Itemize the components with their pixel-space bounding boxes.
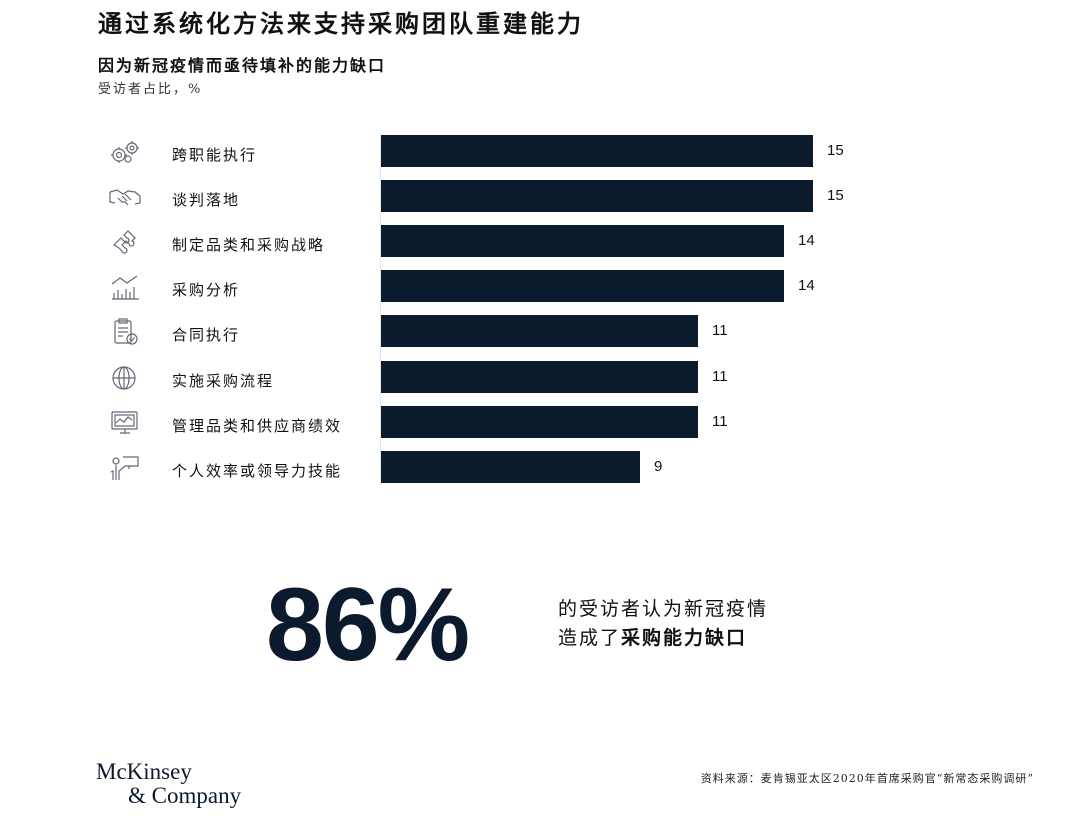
bar [381,225,784,258]
chart-subtitle: 因为新冠疫情而亟待填补的能力缺口 [98,56,387,75]
bar [381,270,784,303]
value-label: 14 [798,277,815,295]
logo-line1: McKinsey [96,759,192,784]
category-label: 管理品类和供应商绩效 [172,416,343,435]
value-label: 15 [827,142,844,159]
category-label: 采购分析 [172,281,241,300]
highlight-text-prefix: 造成了 [558,627,622,649]
value-label: 14 [798,232,815,250]
value-label: 11 [712,322,728,340]
value-label: 11 [712,367,728,385]
category-label: 个人效率或领导力技能 [172,461,343,480]
bar [381,360,698,393]
highlight-text-line2: 造成了采购能力缺口 [558,623,747,650]
globe-icon [108,363,142,393]
puzzle-icon [108,227,142,257]
category-label: 制定品类和采购战略 [172,236,326,255]
category-label: 实施采购流程 [172,371,275,390]
bar [381,315,698,348]
handshake-icon [108,182,142,212]
chart-axis-line [380,133,381,485]
page-title: 通过系统化方法来支持采购团队重建能力 [98,9,584,38]
bar-chart-icon [108,272,142,302]
category-label: 跨职能执行 [172,146,258,164]
category-label: 谈判落地 [172,191,241,210]
monitor-chart-icon [108,408,142,438]
highlight-stat: 86% [266,567,470,683]
bar [381,450,640,483]
bar [381,135,813,167]
value-label: 15 [827,187,844,205]
mckinsey-logo: McKinsey & Company [96,760,241,808]
clipboard-check-icon [108,317,142,347]
value-label: 11 [712,412,728,430]
category-label: 合同执行 [172,326,241,345]
bar [381,180,813,213]
gears-icon [108,137,142,167]
source-note: 资料来源：麦肯锡亚太区2020年首席采购官“新常态采购调研” [700,772,1034,785]
value-label: 9 [654,457,663,475]
bar [381,405,698,438]
logo-line2: & Company [128,783,242,808]
highlight-text-bold: 采购能力缺口 [621,627,748,649]
presenter-icon [108,453,142,483]
chart-unit-label: 受访者占比，% [98,82,203,97]
highlight-text-line1: 的受访者认为新冠疫情 [558,598,769,620]
